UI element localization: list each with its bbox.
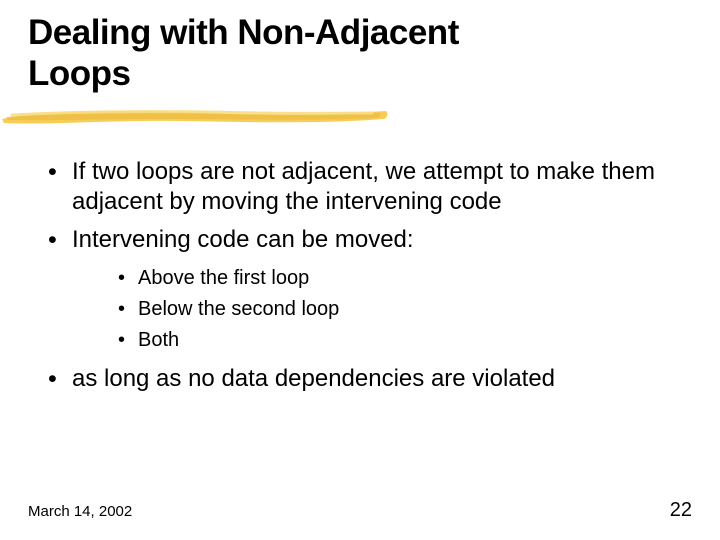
- sub-bullet-item: Below the second loop: [118, 296, 692, 323]
- bullet-text: Intervening code can be moved:: [72, 226, 414, 253]
- sub-bullet-text: Below the second loop: [138, 298, 339, 320]
- title-line-2: Loops: [28, 54, 130, 93]
- title-line-1: Dealing with Non-Adjacent: [28, 13, 459, 52]
- title-underline: [28, 101, 692, 133]
- bullet-item: as long as no data dependencies are viol…: [48, 364, 692, 394]
- sub-bullet-text: Both: [138, 329, 179, 351]
- bullet-item: Intervening code can be moved: Above the…: [48, 225, 692, 354]
- bullet-text: If two loops are not adjacent, we attemp…: [72, 158, 655, 215]
- bullet-item: If two loops are not adjacent, we attemp…: [48, 157, 692, 217]
- bullet-list: If two loops are not adjacent, we attemp…: [28, 157, 692, 394]
- brush-stroke-icon: [0, 105, 390, 131]
- footer-page-number: 22: [670, 499, 692, 522]
- sub-bullet-list: Above the first loop Below the second lo…: [72, 265, 692, 354]
- sub-bullet-item: Above the first loop: [118, 265, 692, 292]
- sub-bullet-text: Above the first loop: [138, 267, 309, 289]
- slide-title: Dealing with Non-Adjacent Loops: [28, 12, 692, 95]
- footer-date: March 14, 2002: [28, 503, 132, 520]
- slide-footer: March 14, 2002 22: [28, 499, 692, 522]
- bullet-text: as long as no data dependencies are viol…: [72, 365, 555, 392]
- sub-bullet-item: Both: [118, 327, 692, 354]
